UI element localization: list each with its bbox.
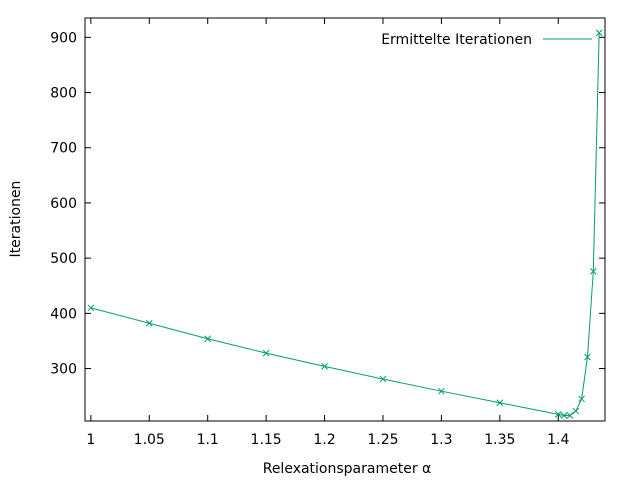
plot-frame (84, 17, 606, 422)
y-tick-label: 800 (50, 86, 77, 102)
x-tick-label: 1.05 (134, 432, 165, 448)
data-point-marker (262, 349, 270, 357)
x-tick-label: 1.4 (547, 432, 569, 448)
series-layer (87, 29, 603, 419)
x-tick-label: 1.25 (367, 432, 398, 448)
data-point-marker (145, 319, 153, 327)
x-tick-label: 1.3 (430, 432, 452, 448)
y-tick-label: 300 (50, 362, 77, 378)
data-point-marker (584, 353, 591, 361)
data-point-marker (595, 29, 603, 37)
data-point-marker (87, 304, 95, 312)
y-tick-label: 500 (50, 251, 77, 267)
tick-marks: 1 1.05 1.1 1.15 1.2 1.25 1.3 1.35 1.4 300 400 500 60… (50, 18, 605, 448)
y-tick-label: 400 (50, 306, 77, 322)
data-point-marker (578, 395, 585, 403)
axes (84, 17, 606, 422)
x-tick-label: 1.2 (313, 432, 335, 448)
legend: Ermittelte Iterationen (381, 32, 592, 48)
data-point-marker (589, 268, 597, 275)
legend-label: Ermittelte Iterationen (381, 32, 532, 48)
x-axis-label: Relexationsparameter α (263, 461, 432, 477)
data-point-marker (566, 412, 574, 419)
y-tick-label: 900 (50, 30, 77, 46)
x-tick-label: 1 (86, 432, 95, 448)
y-axis-label: Iterationen (8, 181, 24, 258)
series-line (90, 32, 600, 416)
x-tick-label: 1.35 (484, 432, 515, 448)
data-point-marker (560, 412, 568, 419)
data-point-marker (554, 411, 562, 418)
x-tick-label: 1.15 (251, 432, 282, 448)
data-point-marker (321, 362, 328, 370)
y-tick-label: 700 (50, 141, 77, 157)
data-point-marker (438, 387, 445, 395)
data-point-marker (379, 375, 387, 383)
y-tick-label: 600 (50, 196, 77, 212)
data-point-marker (204, 335, 212, 343)
x-tick-label: 1.1 (197, 432, 219, 448)
data-point-marker (496, 399, 504, 407)
data-point-marker (572, 407, 580, 415)
